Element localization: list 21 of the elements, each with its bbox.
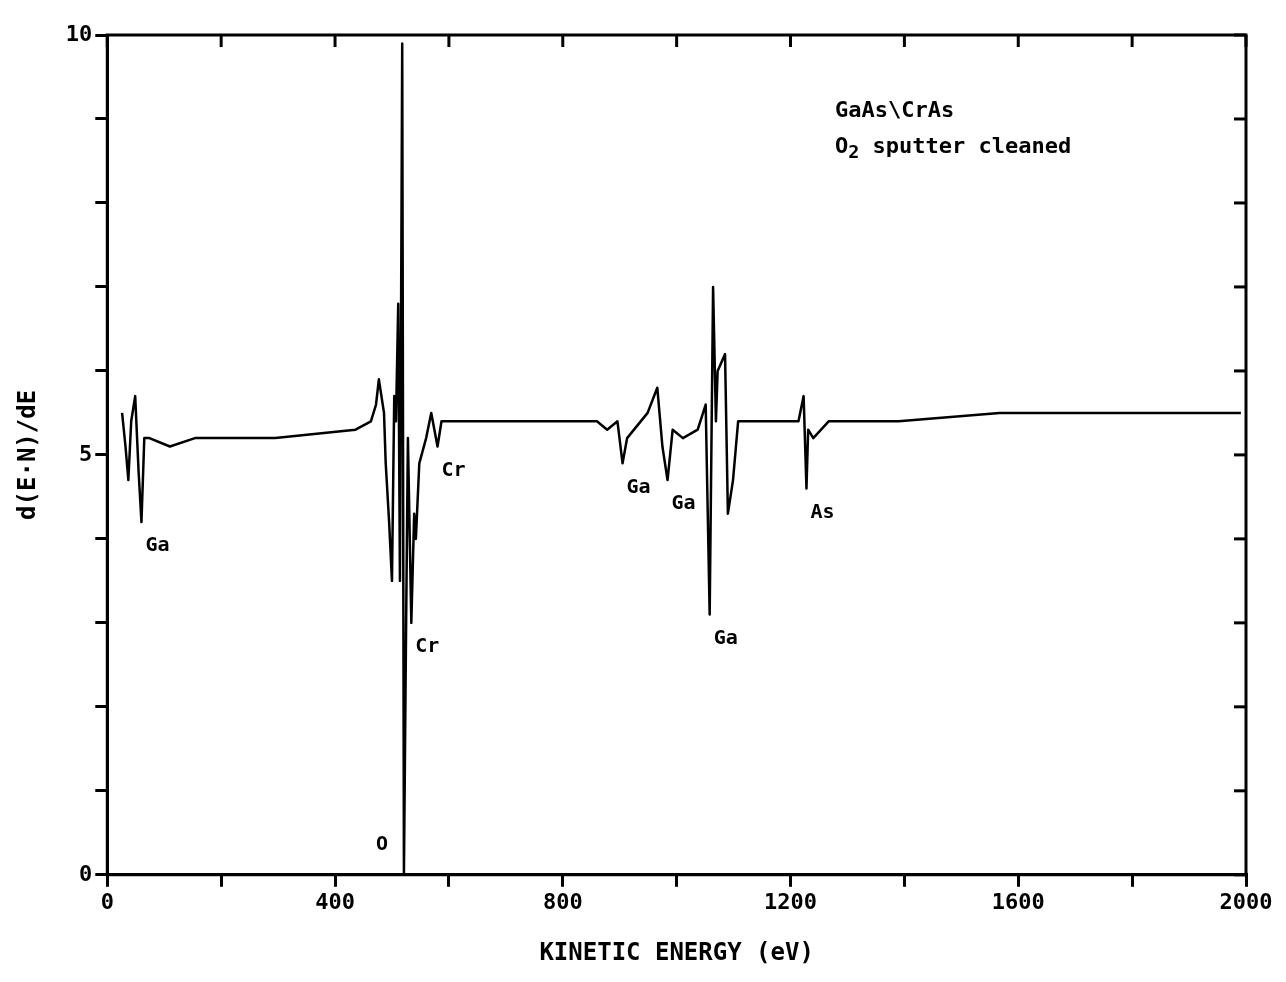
annotation: Cr	[415, 633, 440, 658]
annotation: GaAs\CrAs	[835, 96, 956, 124]
annotation: Ga	[626, 473, 651, 498]
x-tick-label: 1600	[991, 888, 1045, 914]
annotation: Ga	[671, 490, 696, 515]
y-tick-label: 5	[79, 440, 93, 466]
annotation: O	[375, 831, 388, 855]
x-tick-label: 1200	[764, 888, 818, 914]
y-axis-title: d(E·N)/dE	[12, 389, 41, 520]
x-tick-label: 800	[542, 888, 583, 914]
annotation: Ga	[145, 532, 170, 557]
x-axis-title: KINETIC ENERGY (eV)	[539, 937, 814, 966]
x-tick-label: 0	[100, 888, 114, 914]
y-tick-label: 10	[65, 20, 93, 46]
annotation: Cr	[441, 456, 466, 481]
annotation: Ga	[713, 624, 738, 649]
annotation: O$_{2}$ sputter cleaned	[835, 132, 1072, 165]
x-tick-label: 400	[315, 888, 355, 914]
y-tick-label: 0	[79, 860, 93, 886]
x-tick-label: 2000	[1219, 888, 1273, 914]
annotation: As	[810, 498, 835, 523]
